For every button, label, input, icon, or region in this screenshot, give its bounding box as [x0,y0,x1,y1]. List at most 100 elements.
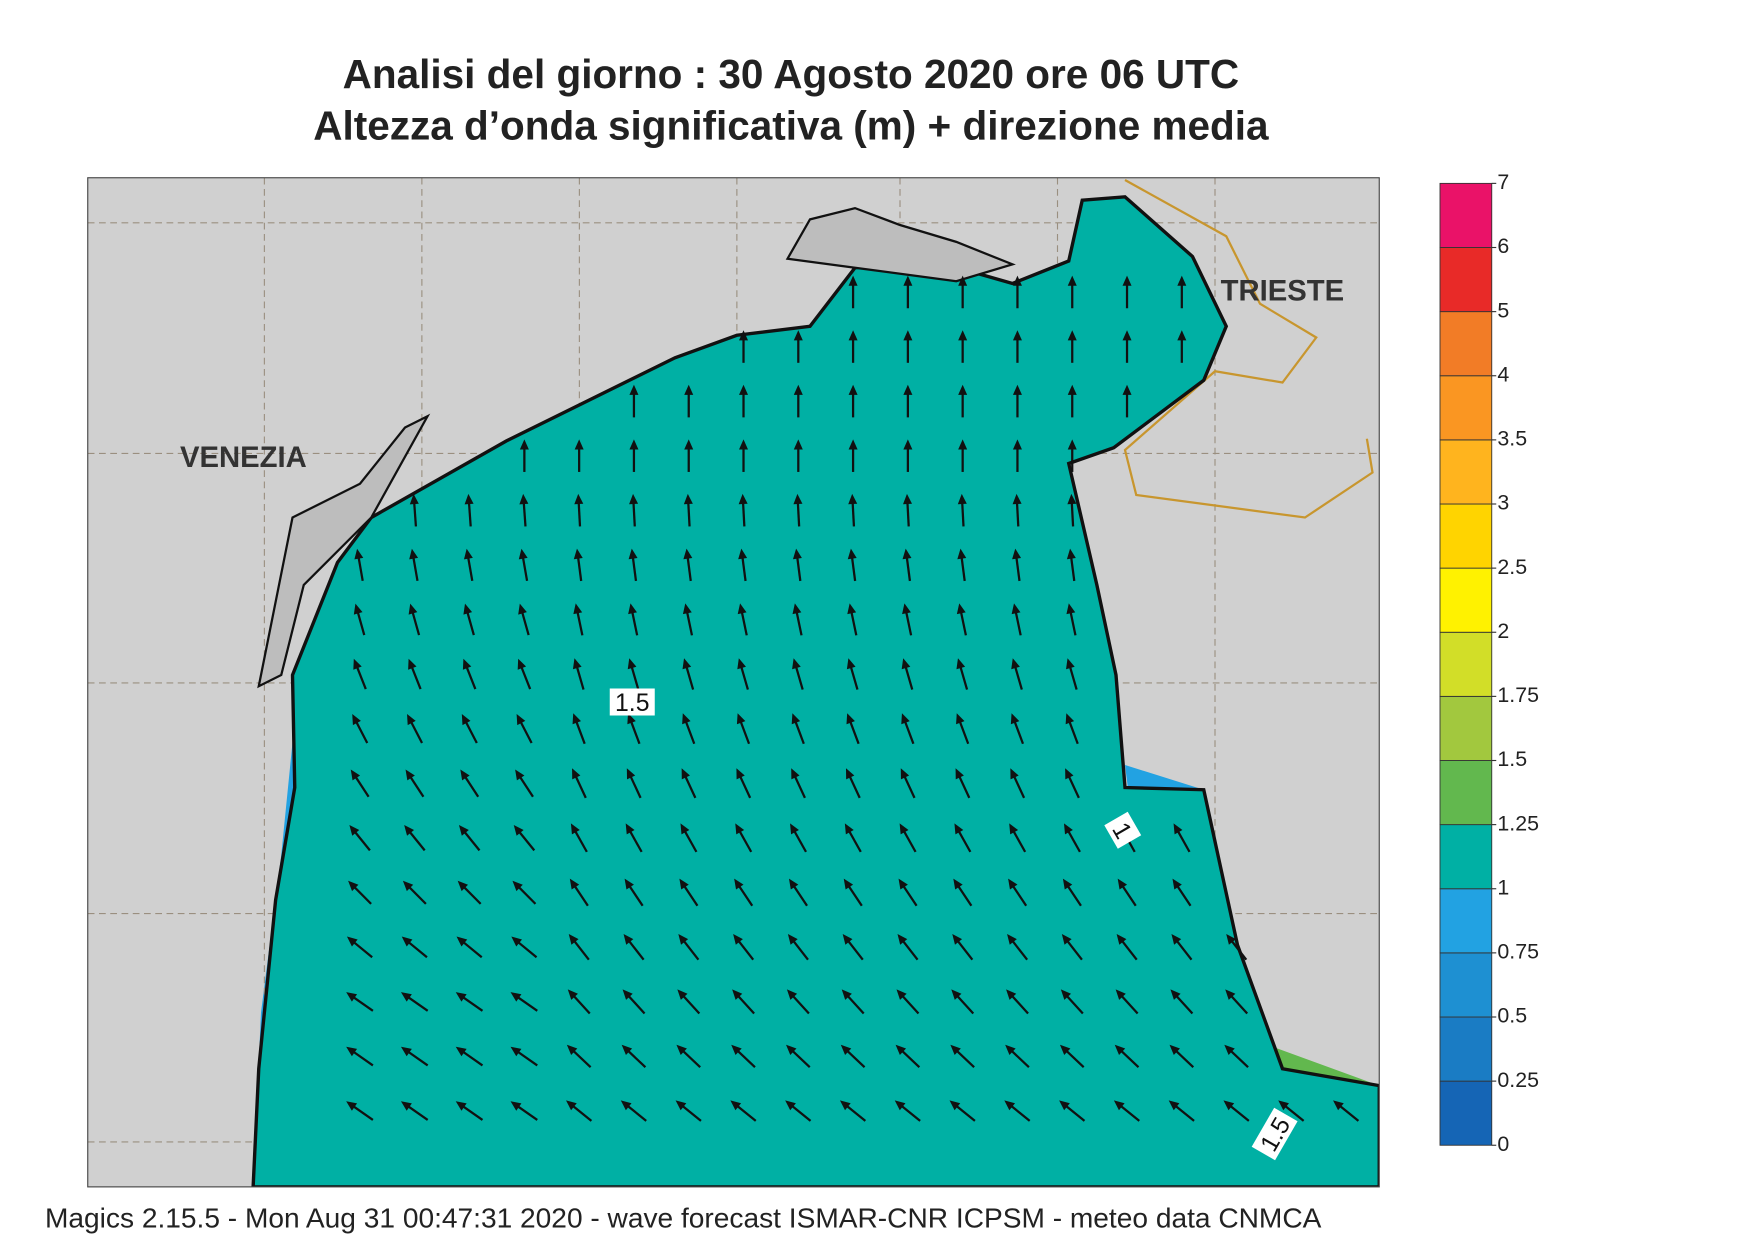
arrow-head [679,878,689,890]
arrow [842,933,864,961]
arrow-head [626,768,636,780]
arrow [1062,878,1082,907]
arrow-head [683,493,693,505]
colorbar-label: 0.25 [1497,1068,1539,1092]
arrow-head [957,493,967,505]
arrow [900,768,916,799]
arrow [1115,989,1139,1015]
arrow-head [681,768,690,780]
arrow-head [1113,1100,1125,1111]
arrow [1067,493,1077,527]
arrow [625,823,643,853]
arrow [839,1100,867,1122]
arrow-head [455,992,467,1002]
arrow-head [1116,933,1127,945]
arrow-head [1012,384,1022,395]
arrow [1168,1100,1195,1122]
arrow [348,880,372,905]
arrow-head [738,548,748,560]
arrow-head [1065,713,1075,725]
arrow-head [566,1044,578,1056]
arrow-head [790,823,799,835]
arrow [1170,989,1194,1015]
colorbar-label: 1.75 [1497,683,1539,707]
arrow [574,493,584,527]
arrow [684,384,694,418]
arrow [956,713,970,745]
arrow-head [1122,275,1132,286]
arrow-head [903,384,913,395]
arrow [1012,384,1022,418]
arrow-head [574,493,584,505]
arrow [404,825,426,852]
arrow [1005,1044,1030,1068]
arrow-head [953,878,963,890]
arrow-head [1067,493,1077,505]
arrow-head [847,603,857,615]
arrow-head [621,1044,633,1056]
arrow-head [677,989,688,1000]
arrow-head [1012,275,1022,286]
arrow [957,493,967,527]
arrow [1006,989,1029,1015]
arrow-head [404,825,415,836]
arrow-head [901,658,911,670]
arrow [951,989,975,1015]
colorbar-block [1439,760,1493,826]
arrow-head [1170,989,1181,1000]
arrow [793,330,803,363]
arrow-head [1226,933,1236,945]
arrow [408,658,422,690]
arrow-head [1059,1100,1070,1111]
arrow-head [848,493,858,505]
arrow [1059,1100,1086,1122]
arrow [792,658,804,690]
city-label: VENEZIA [180,442,307,474]
colorbar-block [1439,631,1493,697]
colorbar-label: 0 [1497,1132,1509,1156]
colorbar-label: 0.75 [1497,940,1539,964]
arrow [627,713,641,745]
arrow-head [566,1100,577,1111]
arrow [903,439,913,472]
arrow [457,880,482,905]
arrow-head [409,548,419,560]
arrow-head [1005,1044,1016,1056]
arrow-head [955,768,964,780]
arrow-head [1067,439,1077,450]
arrow-head [349,825,360,836]
arrow [676,1044,701,1068]
arrow-head [956,713,965,725]
arrow-head [463,548,473,560]
arrow-head [895,1044,907,1056]
arrow [515,769,534,798]
arrow-head [622,989,633,1000]
arrow [901,713,915,745]
arrow-head [731,1044,742,1056]
colorbar-block [1439,888,1493,954]
arrow [736,768,752,799]
arrow-head [628,548,638,560]
arrow [572,768,587,799]
arrow-head [1063,823,1073,835]
arrow [680,823,698,853]
arrow [791,713,805,745]
arrow-head [678,933,689,945]
arrow-head [899,823,909,835]
arrow [464,493,474,527]
city-label: TRIESTE [1221,275,1345,307]
arrow [569,878,589,907]
arrow [621,1044,647,1068]
arrow [353,658,367,690]
arrow [1122,275,1132,309]
arrow [1059,1044,1085,1068]
arrow-head [620,1100,632,1111]
arrow [400,1046,429,1067]
arrow-head [574,439,584,450]
arrow-head [791,713,801,725]
arrow [510,1101,538,1121]
colorbar-block [1439,439,1493,505]
arrow-head [1006,989,1017,1000]
arrow [566,1100,593,1122]
arrow-head [950,1044,961,1056]
